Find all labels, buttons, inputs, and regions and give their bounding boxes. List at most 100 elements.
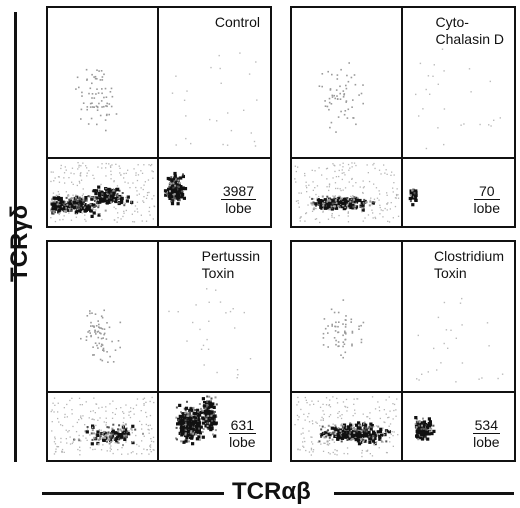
event-dot — [416, 426, 420, 430]
event-dot — [343, 172, 345, 174]
event-dot — [58, 193, 60, 195]
event-dot — [336, 78, 339, 80]
event-dot — [373, 198, 376, 200]
event-dot — [323, 318, 326, 320]
event-dot — [132, 407, 135, 410]
event-dot — [306, 191, 308, 193]
event-dot — [131, 432, 133, 434]
event-dot — [429, 427, 431, 430]
event-dot — [386, 209, 388, 211]
event-dot — [389, 410, 391, 412]
event-dot — [169, 186, 173, 190]
event-dot — [353, 423, 355, 425]
event-dot — [443, 301, 446, 304]
event-dot — [150, 440, 153, 442]
event-dot — [112, 190, 116, 194]
event-dot — [142, 432, 144, 435]
event-dot — [80, 118, 82, 120]
event-dot — [425, 424, 428, 427]
event-dot — [373, 436, 377, 440]
event-dot — [97, 438, 100, 441]
event-dot — [178, 182, 181, 185]
cell-count: 70 lobe — [473, 183, 500, 216]
event-dot — [53, 411, 55, 413]
event-dot — [338, 199, 342, 204]
event-dot — [67, 202, 71, 206]
event-dot — [83, 203, 85, 205]
event-dot — [339, 197, 342, 200]
event-dot — [79, 182, 81, 184]
event-dot — [393, 403, 396, 406]
event-dot — [320, 443, 322, 445]
event-dot — [305, 212, 308, 214]
event-dot — [173, 193, 176, 196]
event-dot — [351, 330, 354, 333]
event-dot — [388, 437, 391, 439]
event-dot — [330, 121, 333, 124]
event-dot — [182, 429, 186, 433]
event-dot — [339, 188, 341, 190]
event-dot — [319, 406, 322, 408]
event-dot — [392, 403, 394, 405]
event-dot — [119, 321, 122, 324]
event-dot — [115, 439, 119, 443]
event-dot — [393, 431, 395, 433]
event-dot — [376, 441, 378, 443]
event-dot — [107, 433, 110, 435]
event-dot — [387, 220, 389, 222]
event-dot — [111, 427, 114, 430]
event-dot — [103, 333, 105, 336]
event-dot — [396, 194, 398, 197]
event-dot — [53, 397, 56, 399]
event-dot — [391, 431, 393, 433]
event-dot — [351, 201, 354, 204]
event-dot — [106, 193, 109, 195]
event-dot — [91, 82, 93, 85]
event-dot — [219, 301, 222, 303]
event-dot — [334, 424, 337, 427]
event-dot — [202, 403, 205, 405]
event-dot — [51, 204, 55, 208]
event-dot — [74, 207, 78, 211]
event-dot — [394, 197, 397, 199]
event-dot — [125, 441, 127, 443]
event-dot — [369, 200, 372, 203]
event-dot — [354, 428, 356, 430]
event-dot — [201, 397, 205, 401]
event-dot — [311, 420, 314, 422]
event-dot — [347, 80, 350, 83]
event-dot — [323, 442, 325, 444]
event-dot — [130, 410, 132, 413]
event-dot — [323, 203, 327, 207]
event-dot — [67, 194, 70, 196]
event-dot — [415, 434, 419, 438]
event-dot — [116, 185, 119, 187]
event-dot — [380, 173, 382, 175]
event-dot — [351, 434, 355, 438]
event-dot — [341, 178, 343, 181]
event-dot — [185, 115, 187, 117]
event-dot — [302, 441, 304, 443]
event-dot — [335, 321, 337, 324]
event-dot — [325, 201, 329, 205]
event-dot — [106, 440, 108, 442]
event-dot — [322, 332, 325, 335]
event-dot — [232, 308, 234, 310]
event-dot — [386, 452, 388, 454]
event-dot — [342, 166, 344, 168]
event-dot — [392, 435, 394, 437]
event-dot — [345, 333, 347, 335]
event-dot — [92, 418, 94, 420]
event-dot — [349, 422, 352, 425]
event-dot — [90, 325, 92, 327]
panel-title: Control — [214, 14, 260, 30]
event-dot — [67, 208, 71, 212]
event-dot — [100, 190, 104, 195]
event-dot — [103, 96, 105, 99]
event-dot — [341, 424, 343, 426]
event-dot — [342, 90, 345, 92]
event-dot — [310, 436, 312, 438]
event-dot — [378, 169, 381, 171]
event-dot — [305, 181, 307, 183]
event-dot — [328, 189, 330, 192]
